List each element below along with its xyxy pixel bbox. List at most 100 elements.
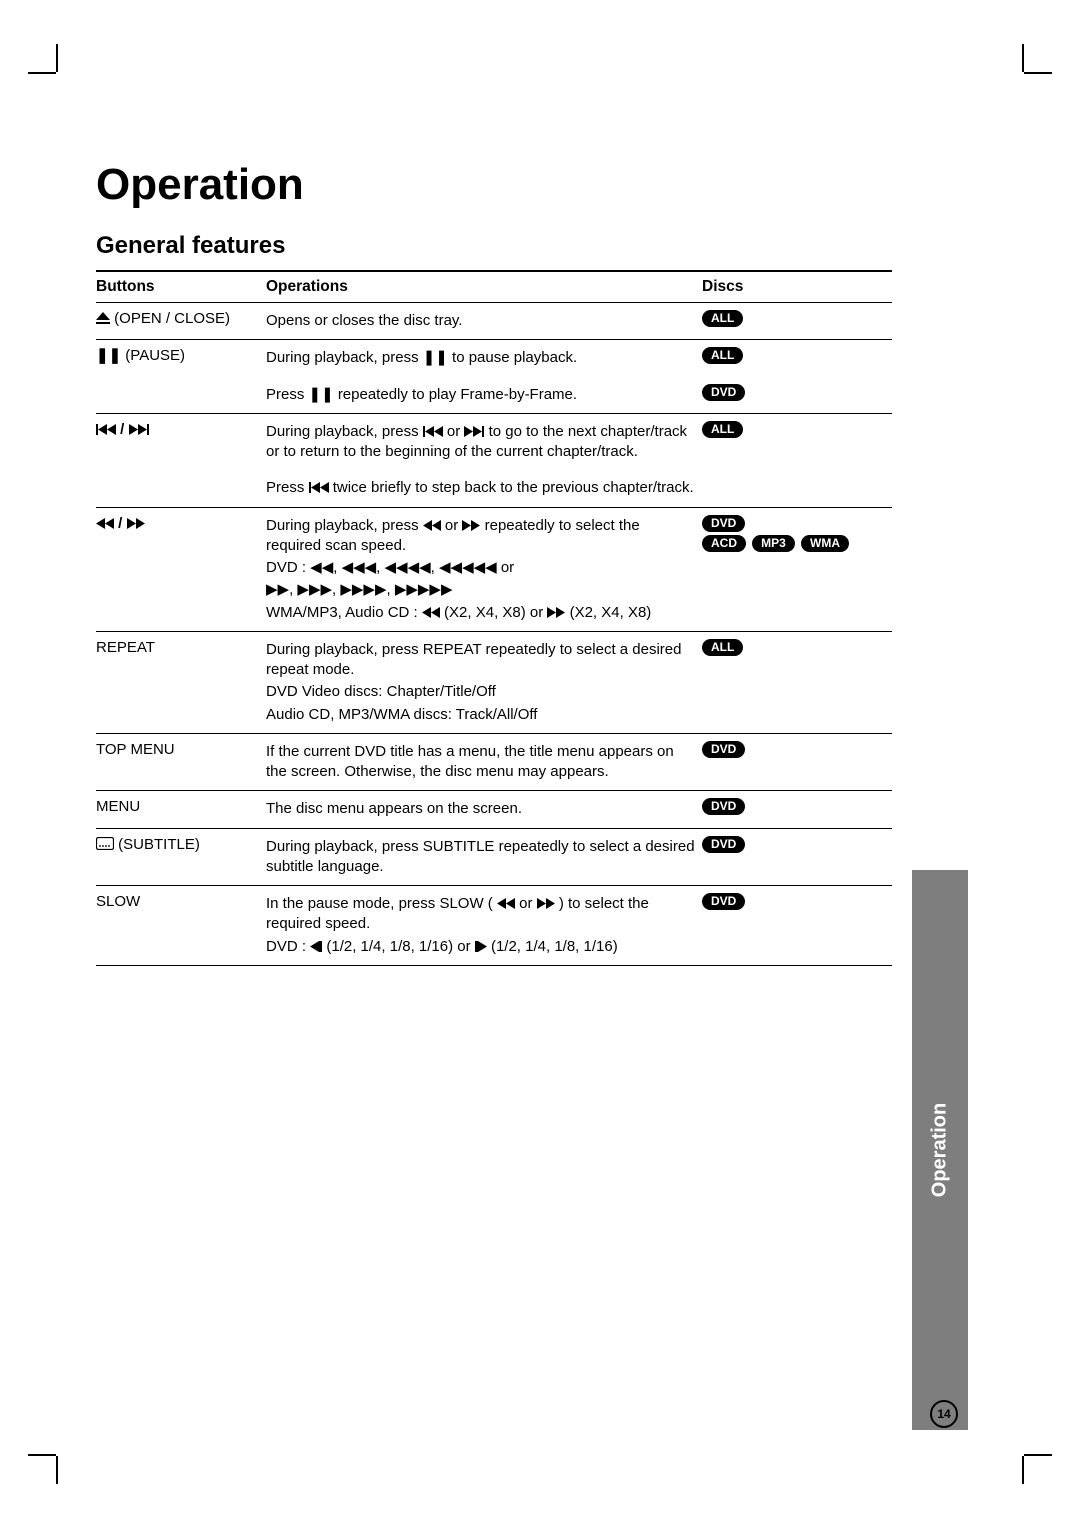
operation-text: Press ❚❚ repeatedly to play Frame-by-Fra… [266, 385, 696, 405]
disc-pill-dvd: DVD [702, 384, 745, 401]
section-subtitle: General features [96, 232, 892, 260]
operation-cell: Opens or closes the disc tray. [266, 303, 702, 340]
table-row: / During playback, press or repeatedly t… [96, 507, 892, 631]
button-cell: ❚❚ (PAUSE) [96, 340, 266, 377]
text-fragment: or [447, 423, 465, 440]
text-fragment: or [445, 517, 463, 534]
button-label: (PAUSE) [121, 347, 185, 364]
disc-cell: ALL [702, 631, 892, 733]
table-row: REPEAT During playback, press REPEAT rep… [96, 631, 892, 733]
text-fragment: Press [266, 479, 309, 496]
page-number-value: 14 [937, 1407, 950, 1421]
text-fragment: During playback, press [266, 517, 423, 534]
disc-cell: DVD [702, 377, 892, 414]
disc-cell: ALL [702, 303, 892, 340]
crop-mark [1022, 1456, 1024, 1484]
separator: / [120, 421, 128, 438]
table-bottom-rule [96, 965, 892, 966]
side-tab-label: Operation [929, 1103, 952, 1197]
table-row: Press twice briefly to step back to the … [96, 470, 892, 507]
operation-text: DVD : ◀◀, ◀◀◀, ◀◀◀◀, ◀◀◀◀◀ or [266, 558, 696, 578]
skip-prev-icon [423, 426, 443, 437]
rewind-icon [96, 518, 114, 529]
button-label: (OPEN / CLOSE) [110, 310, 230, 327]
text-fragment: In the pause mode, press SLOW ( [266, 895, 493, 912]
table-row: SLOW In the pause mode, press SLOW ( or … [96, 886, 892, 966]
operation-cell: During playback, press or repeatedly to … [266, 507, 702, 631]
header-buttons: Buttons [96, 271, 266, 303]
page-number: 14 [930, 1400, 958, 1428]
disc-pill-mp3: MP3 [752, 535, 795, 552]
operation-cell: The disc menu appears on the screen. [266, 791, 702, 828]
forward-icon [127, 518, 145, 529]
disc-pill-all: ALL [702, 347, 743, 364]
disc-pill-all: ALL [702, 639, 743, 656]
table-row: (OPEN / CLOSE) Opens or closes the disc … [96, 303, 892, 340]
table-row: / During playback, press or to go to the… [96, 413, 892, 470]
skip-next-icon [129, 424, 149, 435]
text-fragment: or [519, 895, 537, 912]
table-row: (SUBTITLE) During playback, press SUBTIT… [96, 828, 892, 886]
crop-mark [1024, 72, 1052, 74]
operation-cell: During playback, press ❚❚ to pause playb… [266, 340, 702, 377]
operation-text: Opens or closes the disc tray. [266, 311, 696, 331]
page-content: Operation General features Buttons Opera… [96, 160, 892, 1368]
crop-mark [28, 72, 56, 74]
table-row: Press ❚❚ repeatedly to play Frame-by-Fra… [96, 377, 892, 414]
disc-cell: DVD [702, 828, 892, 886]
crop-mark [1022, 44, 1024, 72]
disc-pill-acd: ACD [702, 535, 746, 552]
operation-text: Press twice briefly to step back to the … [266, 478, 696, 498]
crop-mark [1024, 1454, 1052, 1456]
rewind-icon [423, 520, 441, 531]
subtitle-icon [96, 837, 114, 850]
separator: / [118, 515, 126, 532]
disc-cell: DVD ACD MP3 WMA [702, 507, 892, 631]
text-fragment: (X2, X4, X8) or [444, 604, 547, 621]
operation-text: During playback, press or to go to the n… [266, 422, 696, 463]
operation-text: During playback, press ❚❚ to pause playb… [266, 348, 696, 368]
crop-mark [56, 1456, 58, 1484]
disc-cell: ALL [702, 340, 892, 377]
button-cell [96, 377, 266, 414]
button-cell: SLOW [96, 886, 266, 966]
disc-cell: ALL [702, 413, 892, 470]
header-operations: Operations [266, 271, 702, 303]
forward-icon [462, 520, 480, 531]
operation-text: DVD : (1/2, 1/4, 1/8, 1/16) or (1/2, 1/4… [266, 937, 696, 957]
operation-text: During playback, press REPEAT repeatedly… [266, 640, 696, 681]
operation-text: WMA/MP3, Audio CD : (X2, X4, X8) or (X2,… [266, 603, 696, 623]
text-fragment: (1/2, 1/4, 1/8, 1/16) [491, 938, 618, 955]
operation-text: During playback, press or repeatedly to … [266, 516, 696, 557]
operation-text: During playback, press SUBTITLE repeated… [266, 837, 696, 878]
forward-icon [537, 898, 555, 909]
eject-icon [96, 312, 110, 324]
button-cell [96, 470, 266, 507]
button-cell: / [96, 413, 266, 470]
disc-pill-dvd: DVD [702, 836, 745, 853]
side-tab: Operation [912, 870, 968, 1430]
button-label: (SUBTITLE) [118, 836, 200, 853]
crop-mark [28, 1454, 56, 1456]
operation-text: DVD Video discs: Chapter/Title/Off [266, 682, 696, 702]
operation-cell: During playback, press REPEAT repeatedly… [266, 631, 702, 733]
operation-cell: Press ❚❚ repeatedly to play Frame-by-Fra… [266, 377, 702, 414]
features-table: Buttons Operations Discs (OPEN / CLOSE) … [96, 270, 892, 966]
page-title: Operation [96, 160, 892, 210]
operation-cell: Press twice briefly to step back to the … [266, 470, 702, 507]
table-row: TOP MENU If the current DVD title has a … [96, 733, 892, 791]
rewind-icon [422, 607, 440, 618]
operation-text: The disc menu appears on the screen. [266, 799, 696, 819]
button-cell: (SUBTITLE) [96, 828, 266, 886]
crop-mark [56, 44, 58, 72]
text-fragment: DVD : [266, 938, 310, 955]
rewind-icon [497, 898, 515, 909]
operation-cell: If the current DVD title has a menu, the… [266, 733, 702, 791]
text-fragment: WMA/MP3, Audio CD : [266, 604, 422, 621]
slow-rev-icon [310, 941, 322, 952]
operation-cell: During playback, press or to go to the n… [266, 413, 702, 470]
text-fragment: (X2, X4, X8) [570, 604, 652, 621]
text-fragment: (1/2, 1/4, 1/8, 1/16) or [326, 938, 474, 955]
disc-pill-dvd: DVD [702, 798, 745, 815]
disc-cell: DVD [702, 791, 892, 828]
